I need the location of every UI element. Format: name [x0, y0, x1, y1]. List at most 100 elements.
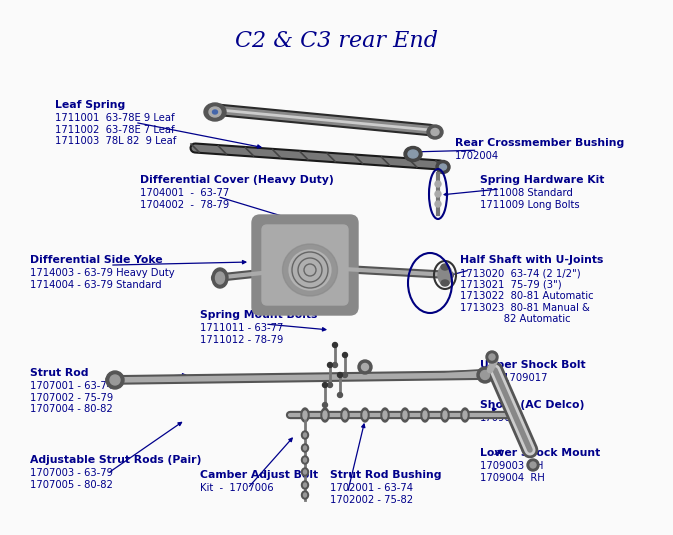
- Text: Strut Rod Bushing: Strut Rod Bushing: [330, 470, 441, 480]
- Text: Rear Crossmember Bushing: Rear Crossmember Bushing: [455, 138, 625, 148]
- Ellipse shape: [439, 164, 446, 170]
- Ellipse shape: [361, 408, 369, 422]
- Ellipse shape: [304, 483, 306, 487]
- Ellipse shape: [341, 408, 349, 422]
- Text: 1707001 - 63-74
1707002 - 75-79
1707004 - 80-82: 1707001 - 63-74 1707002 - 75-79 1707004 …: [30, 381, 113, 414]
- Ellipse shape: [337, 372, 343, 378]
- Ellipse shape: [441, 408, 449, 422]
- Ellipse shape: [204, 103, 226, 121]
- Text: Lower Shock Mount: Lower Shock Mount: [480, 448, 600, 458]
- Ellipse shape: [304, 493, 306, 497]
- Ellipse shape: [304, 458, 306, 462]
- Ellipse shape: [461, 408, 469, 422]
- Ellipse shape: [383, 411, 387, 419]
- Ellipse shape: [358, 360, 372, 374]
- Text: Kit - 1709017: Kit - 1709017: [480, 373, 548, 383]
- Ellipse shape: [381, 408, 389, 422]
- Ellipse shape: [302, 468, 308, 476]
- Text: C2 & C3 rear End: C2 & C3 rear End: [235, 30, 438, 52]
- Ellipse shape: [209, 107, 221, 117]
- Ellipse shape: [408, 150, 418, 158]
- Text: Differential Cover (Heavy Duty): Differential Cover (Heavy Duty): [140, 175, 334, 185]
- Ellipse shape: [302, 491, 308, 499]
- Ellipse shape: [343, 353, 347, 357]
- Text: 1704001  -  63-77
1704002  -  78-79: 1704001 - 63-77 1704002 - 78-79: [140, 188, 229, 210]
- Text: Leaf Spring: Leaf Spring: [55, 100, 125, 110]
- Ellipse shape: [486, 351, 498, 363]
- FancyBboxPatch shape: [262, 225, 348, 305]
- Ellipse shape: [304, 470, 306, 474]
- Text: Camber Adjust Bolt: Camber Adjust Bolt: [200, 470, 318, 480]
- Text: 1711008 Standard
1711009 Long Bolts: 1711008 Standard 1711009 Long Bolts: [480, 188, 579, 210]
- Ellipse shape: [328, 363, 332, 368]
- Ellipse shape: [328, 383, 332, 387]
- Ellipse shape: [463, 411, 467, 419]
- Text: 1709001: 1709001: [480, 413, 524, 423]
- Ellipse shape: [427, 125, 443, 139]
- Ellipse shape: [106, 371, 124, 389]
- Ellipse shape: [304, 433, 306, 437]
- Text: Kit  -  1707006: Kit - 1707006: [200, 483, 274, 493]
- Text: Half Shaft with U-Joints: Half Shaft with U-Joints: [460, 255, 604, 265]
- Text: Spring Hardware Kit: Spring Hardware Kit: [480, 175, 604, 185]
- Ellipse shape: [441, 280, 449, 286]
- FancyBboxPatch shape: [252, 215, 358, 315]
- Ellipse shape: [322, 383, 328, 387]
- Text: 1702001 - 63-74
1702002 - 75-82: 1702001 - 63-74 1702002 - 75-82: [330, 483, 413, 505]
- Ellipse shape: [361, 363, 369, 371]
- Ellipse shape: [332, 342, 337, 348]
- Text: Differential Side Yoke: Differential Side Yoke: [30, 255, 163, 265]
- Ellipse shape: [421, 408, 429, 422]
- Ellipse shape: [438, 265, 452, 285]
- Ellipse shape: [302, 431, 308, 439]
- Ellipse shape: [441, 264, 449, 270]
- Ellipse shape: [322, 402, 328, 408]
- Ellipse shape: [302, 444, 308, 452]
- Text: 1713020  63-74 (2 1/2")
1713021  75-79 (3")
1713022  80-81 Automatic
1713023  80: 1713020 63-74 (2 1/2") 1713021 75-79 (3"…: [460, 268, 594, 324]
- Ellipse shape: [323, 411, 327, 419]
- Ellipse shape: [343, 411, 347, 419]
- Ellipse shape: [489, 354, 495, 360]
- Ellipse shape: [401, 408, 409, 422]
- Ellipse shape: [110, 375, 120, 385]
- Ellipse shape: [301, 408, 309, 422]
- Ellipse shape: [283, 244, 337, 296]
- Text: Strut Rod: Strut Rod: [30, 368, 89, 378]
- Text: 1711001  63-78E 9 Leaf
1711002  63-78E 7 Leaf
1711003  78L 82  9 Leaf: 1711001 63-78E 9 Leaf 1711002 63-78E 7 L…: [55, 113, 176, 146]
- Ellipse shape: [404, 147, 422, 162]
- Text: 1709003  LH
1709004  RH: 1709003 LH 1709004 RH: [480, 461, 544, 483]
- Ellipse shape: [337, 393, 343, 398]
- Ellipse shape: [435, 191, 441, 197]
- Ellipse shape: [435, 181, 441, 187]
- Ellipse shape: [423, 411, 427, 419]
- Ellipse shape: [303, 411, 307, 419]
- Ellipse shape: [321, 408, 329, 422]
- Ellipse shape: [212, 268, 228, 288]
- Text: Upper Shock Bolt: Upper Shock Bolt: [480, 360, 586, 370]
- Ellipse shape: [343, 372, 347, 378]
- Ellipse shape: [363, 411, 367, 419]
- Text: 1707003 - 63-79
1707005 - 80-82: 1707003 - 63-79 1707005 - 80-82: [30, 468, 113, 490]
- Text: 1702004: 1702004: [455, 151, 499, 161]
- Ellipse shape: [213, 110, 217, 114]
- Ellipse shape: [443, 411, 447, 419]
- Ellipse shape: [332, 363, 337, 368]
- Ellipse shape: [215, 272, 225, 284]
- Ellipse shape: [477, 367, 493, 383]
- Ellipse shape: [436, 160, 450, 173]
- Ellipse shape: [435, 201, 441, 207]
- Text: Spring Mount Bolts: Spring Mount Bolts: [200, 310, 318, 320]
- Ellipse shape: [304, 446, 306, 450]
- Ellipse shape: [302, 456, 308, 464]
- Text: 1711011 - 63-77
1711012 - 78-79: 1711011 - 63-77 1711012 - 78-79: [200, 323, 283, 345]
- Text: Adjustable Strut Rods (Pair): Adjustable Strut Rods (Pair): [30, 455, 201, 465]
- Ellipse shape: [527, 459, 539, 471]
- Ellipse shape: [302, 481, 308, 489]
- Ellipse shape: [481, 371, 489, 379]
- Ellipse shape: [289, 250, 331, 290]
- Ellipse shape: [530, 462, 536, 468]
- Ellipse shape: [403, 411, 407, 419]
- Text: Shock (AC Delco): Shock (AC Delco): [480, 400, 584, 410]
- Ellipse shape: [431, 128, 439, 135]
- Text: 1714003 - 63-79 Heavy Duty
1714004 - 63-79 Standard: 1714003 - 63-79 Heavy Duty 1714004 - 63-…: [30, 268, 174, 289]
